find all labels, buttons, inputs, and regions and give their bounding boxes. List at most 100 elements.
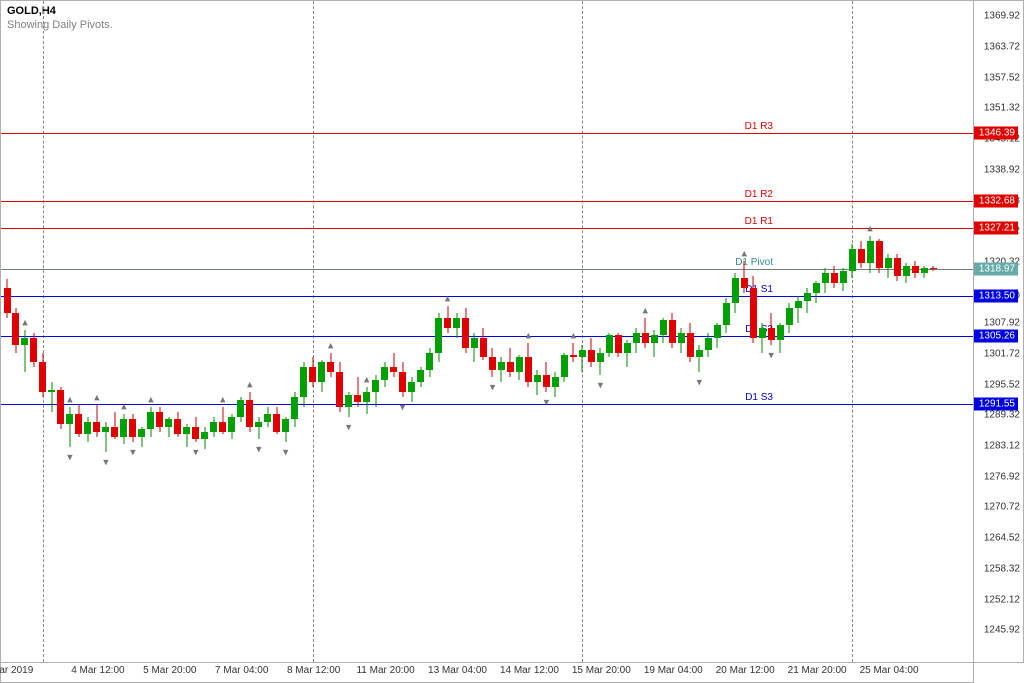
fractal-up-icon: ▴	[67, 393, 73, 406]
y-tick-label: 1357.52	[984, 72, 1020, 83]
candle	[381, 362, 388, 387]
candle	[156, 407, 163, 432]
candle	[930, 266, 937, 271]
chart-plot-area[interactable]: GOLD,H4 Showing Daily Pivots. D1 R3D1 R2…	[0, 0, 974, 663]
candle	[291, 392, 298, 427]
candle	[30, 333, 37, 368]
y-axis: 1369.921363.721357.521351.321345.121338.…	[974, 0, 1024, 663]
candle	[462, 308, 469, 353]
y-tick-label: 1307.92	[984, 318, 1020, 329]
candle	[111, 412, 118, 439]
candle	[363, 387, 370, 414]
candle	[444, 306, 451, 333]
candle	[390, 353, 397, 378]
y-tick-label: 1258.32	[984, 563, 1020, 574]
fractal-down-icon: ▾	[768, 349, 774, 362]
candle	[471, 333, 478, 363]
candle	[399, 362, 406, 397]
candle	[525, 343, 532, 388]
y-tick-label: 1295.52	[984, 379, 1020, 390]
candle	[39, 353, 46, 398]
candle	[678, 328, 685, 353]
candle	[183, 424, 190, 446]
candle	[660, 318, 667, 343]
candle	[84, 417, 91, 442]
x-tick-label: 14 Mar 12:00	[500, 665, 559, 676]
pivot-line	[1, 133, 973, 134]
fractal-down-icon: ▾	[598, 378, 604, 391]
fractal-up-icon: ▴	[526, 328, 532, 341]
pivot-label: D1 S3	[745, 392, 773, 403]
candle	[759, 323, 766, 353]
candle	[741, 261, 748, 293]
fractal-down-icon: ▾	[490, 381, 496, 394]
pivot-price-tag: 1318.97	[974, 262, 1018, 275]
x-tick-label: 20 Mar 12:00	[716, 665, 775, 676]
candle	[336, 362, 343, 412]
candle	[147, 407, 154, 437]
fractal-down-icon: ▾	[544, 396, 550, 409]
candle	[480, 328, 487, 360]
candle	[921, 266, 928, 278]
fractal-down-icon: ▾	[67, 450, 73, 463]
candle	[642, 318, 649, 348]
pivot-label: D1 R3	[745, 121, 773, 132]
candle	[372, 375, 379, 407]
candle	[885, 254, 892, 279]
candle	[426, 348, 433, 378]
candle	[732, 273, 739, 313]
candle	[840, 268, 847, 290]
candle	[705, 333, 712, 358]
candle	[327, 353, 334, 378]
candle	[858, 241, 865, 268]
candle	[507, 348, 514, 378]
y-tick-label: 1270.72	[984, 502, 1020, 513]
fractal-up-icon: ▴	[247, 378, 253, 391]
candle	[786, 303, 793, 333]
pivot-line	[1, 404, 973, 405]
candle	[417, 367, 424, 387]
candle	[633, 328, 640, 353]
candle	[228, 414, 235, 439]
chart-title: GOLD,H4	[7, 5, 56, 17]
candle	[624, 340, 631, 367]
candle	[489, 348, 496, 378]
vertical-gridline	[43, 1, 44, 662]
candle	[300, 362, 307, 407]
x-tick-label: 1 Mar 2019	[0, 665, 33, 676]
candle	[219, 407, 226, 434]
pivot-price-tag: 1332.68	[974, 194, 1018, 207]
candle	[309, 357, 316, 387]
y-tick-label: 1289.32	[984, 410, 1020, 421]
fractal-down-icon: ▾	[400, 401, 406, 414]
candle	[21, 330, 28, 372]
candle	[822, 268, 829, 293]
fractal-down-icon: ▾	[283, 445, 289, 458]
fractal-down-icon: ▾	[193, 445, 199, 458]
candle	[264, 407, 271, 427]
candle	[282, 417, 289, 442]
candle	[876, 239, 883, 274]
pivot-price-tag: 1346.39	[974, 126, 1018, 139]
fractal-down-icon: ▾	[103, 455, 109, 468]
fractal-up-icon: ▴	[867, 222, 873, 235]
y-tick-label: 1338.92	[984, 164, 1020, 175]
candle	[597, 348, 604, 375]
candle	[768, 313, 775, 345]
candle	[903, 263, 910, 283]
candle	[345, 392, 352, 417]
pivot-label: D1 R2	[745, 189, 773, 200]
y-tick-label: 1276.92	[984, 471, 1020, 482]
y-tick-label: 1363.72	[984, 41, 1020, 52]
fractal-up-icon: ▴	[22, 316, 28, 329]
candle	[777, 323, 784, 353]
candle	[93, 405, 100, 437]
candle	[750, 276, 757, 343]
pivot-line	[1, 336, 973, 337]
x-tick-label: 5 Mar 20:00	[143, 665, 196, 676]
candle	[615, 333, 622, 358]
fractal-up-icon: ▴	[741, 246, 747, 259]
y-tick-label: 1245.92	[984, 625, 1020, 636]
x-tick-label: 4 Mar 12:00	[71, 665, 124, 676]
fractal-up-icon: ▴	[643, 303, 649, 316]
